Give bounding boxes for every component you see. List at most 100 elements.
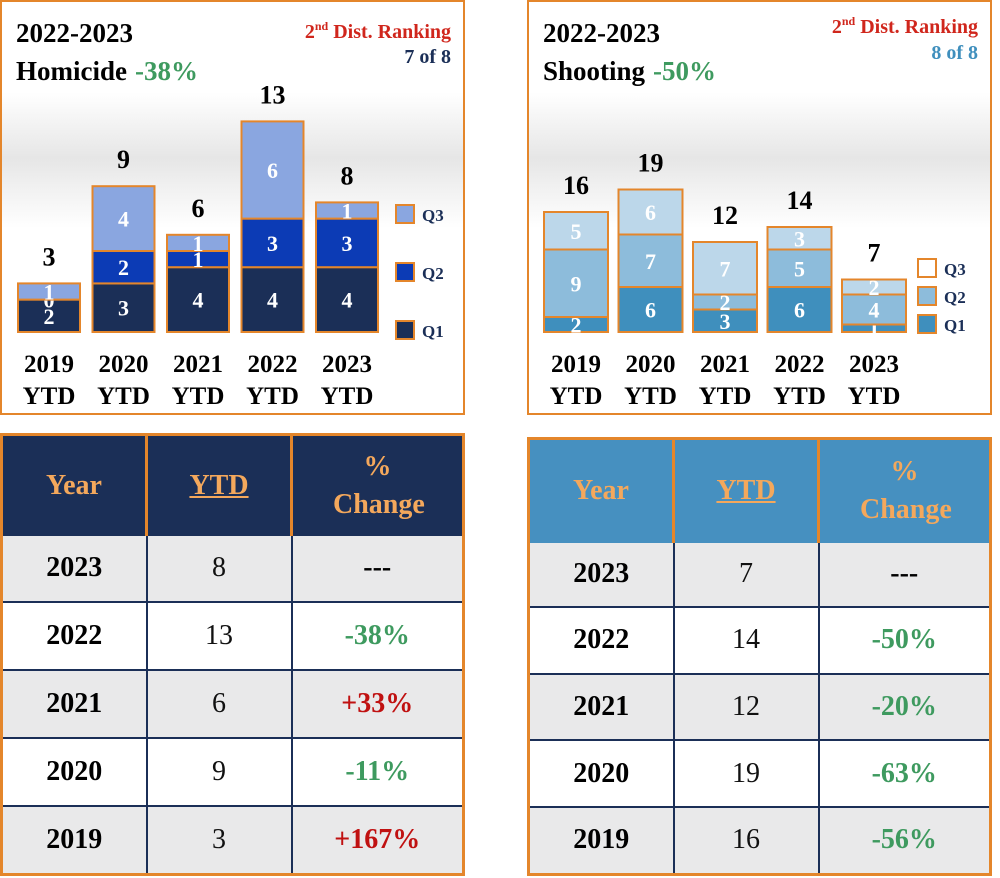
ytd-cell: 12 (672, 673, 820, 742)
year-cell: 2019 (527, 806, 675, 876)
category-label-2021: 2021 (173, 351, 223, 378)
change-cell: --- (290, 535, 465, 603)
bar-q1-2020 (617, 286, 684, 333)
shooting-header-ytd: YTD (672, 438, 820, 543)
total-label-2020: 19 (638, 149, 664, 178)
year-cell: 2020 (0, 737, 148, 807)
segment-label-q2-2021: 2 (720, 290, 731, 315)
category-label-2022: 2022 (775, 351, 825, 378)
change-cell: -63% (817, 740, 992, 808)
category-ytd-label-2021: YTD (172, 383, 225, 410)
homicide-table: Year YTD % Change 2023 8 --- 2022 13 -38… (0, 433, 465, 876)
homicide-ranking-prefix: 2 (304, 21, 315, 43)
total-label-2019: 16 (563, 171, 589, 200)
year-cell: 2021 (527, 673, 675, 742)
category-ytd-label-2022: YTD (773, 383, 826, 410)
bar-q2-2022 (240, 217, 305, 269)
segment-label-q3-2019: 5 (571, 219, 582, 244)
category-ytd-label-2023: YTD (321, 383, 374, 410)
segment-label-q1-2020: 3 (118, 296, 129, 321)
shooting-table: Year YTD % Change 2023 7 --- 2022 14 -50… (527, 437, 992, 876)
homicide-table-header-row: Year YTD % Change (0, 434, 465, 536)
category-label-2019: 2019 (24, 351, 74, 378)
homicide-title: Homicide -38% (16, 56, 198, 87)
legend-label-q1: Q1 (944, 316, 966, 335)
segment-label-q1-2019: 2 (44, 304, 55, 329)
category-label-2022: 2022 (248, 351, 298, 378)
legend-swatch-q3 (917, 258, 937, 278)
legend-swatch-q1 (917, 314, 937, 334)
shooting-title-name: Shooting (543, 56, 646, 86)
change-cell: -56% (817, 806, 992, 876)
bar-q3-2023 (841, 278, 907, 296)
year-cell: 2023 (527, 542, 675, 609)
shooting-chart-panel: 2022-2023 Shooting -50% 2nd Dist. Ranking… (527, 0, 992, 415)
segment-label-q1-2019: 2 (571, 313, 582, 338)
segment-label-q3-2020: 4 (118, 207, 129, 232)
table-row: 2021 6 +33% (0, 669, 465, 739)
segment-label-q2-2019: 9 (571, 271, 582, 296)
ytd-cell: 13 (145, 601, 293, 671)
category-ytd-label-2022: YTD (246, 383, 299, 410)
segment-label-q2-2022: 5 (794, 256, 805, 281)
ytd-cell: 14 (672, 607, 820, 675)
table-row: 2020 19 -63% (527, 740, 992, 808)
segment-label-q3-2023: 1 (342, 199, 353, 224)
ytd-cell: 8 (145, 535, 293, 603)
bar-q3-2021 (166, 233, 230, 253)
total-label-2023: 8 (341, 161, 354, 190)
total-label-2022: 14 (787, 186, 813, 215)
total-label-2021: 12 (712, 201, 738, 230)
change-cell: +167% (290, 805, 465, 876)
segment-label-q3-2021: 7 (720, 256, 731, 281)
category-ytd-label-2019: YTD (550, 383, 603, 410)
category-label-2023: 2023 (322, 351, 372, 378)
ytd-cell: 7 (672, 542, 820, 609)
segment-label-q2-2023: 4 (869, 298, 880, 323)
category-label-2023: 2023 (849, 351, 899, 378)
homicide-header-ytd: YTD (145, 434, 293, 536)
segment-label-q1-2023: 1 (869, 316, 880, 341)
category-ytd-label-2021: YTD (699, 383, 752, 410)
legend-label-q2: Q2 (944, 288, 966, 307)
category-label-2020: 2020 (99, 351, 149, 378)
bar-q2-2023 (315, 217, 379, 269)
bar-q1-2022 (766, 286, 833, 333)
bar-q3-2019 (17, 282, 81, 301)
bar-q3-2023 (315, 201, 379, 220)
bar-q1-2023 (315, 266, 379, 334)
homicide-ranking-label: 2nd Dist. Ranking (305, 19, 451, 44)
segment-label-q3-2019: 1 (44, 280, 55, 305)
year-cell: 2019 (0, 805, 148, 876)
category-ytd-label-2019: YTD (23, 383, 76, 410)
homicide-header-year: Year (0, 434, 148, 536)
shooting-chart: 295162019YTD676192020YTD327122021YTD6531… (543, 149, 966, 410)
bar-q3-2020 (91, 185, 156, 252)
shooting-title-year: 2022-2023 (543, 18, 660, 48)
bar-q3-2022 (240, 120, 305, 220)
homicide-header-change: % Change (290, 434, 465, 536)
shooting-title-change: -50% (653, 56, 717, 86)
legend-label-q3: Q3 (422, 206, 444, 225)
segment-label-q3-2021: 1 (193, 231, 204, 256)
table-row: 2019 16 -56% (527, 806, 992, 876)
table-row: 2023 8 --- (0, 535, 465, 603)
shooting-ranking-label: 2nd Dist. Ranking (832, 14, 978, 39)
bar-q3-2020 (617, 188, 684, 236)
legend-swatch-q2 (917, 286, 937, 306)
table-row: 2023 7 --- (527, 542, 992, 609)
shooting-ranking-value: 8 of 8 (931, 42, 978, 64)
shooting-ranking-sup: nd (841, 14, 856, 28)
segment-label-q2-2022: 3 (267, 231, 278, 256)
year-cell: 2021 (0, 669, 148, 739)
bar-q1-2022 (240, 266, 305, 334)
change-cell: --- (817, 542, 992, 609)
year-cell: 2020 (527, 740, 675, 808)
ytd-cell: 3 (145, 805, 293, 876)
change-cell: -38% (290, 601, 465, 671)
segment-label-q1-2022: 4 (267, 288, 278, 313)
shooting-ranking-text: Dist. Ranking (860, 16, 978, 38)
homicide-title-year: 2022-2023 (16, 18, 133, 48)
homicide-ranking-value: 7 of 8 (404, 46, 451, 68)
year-cell: 2022 (527, 607, 675, 675)
